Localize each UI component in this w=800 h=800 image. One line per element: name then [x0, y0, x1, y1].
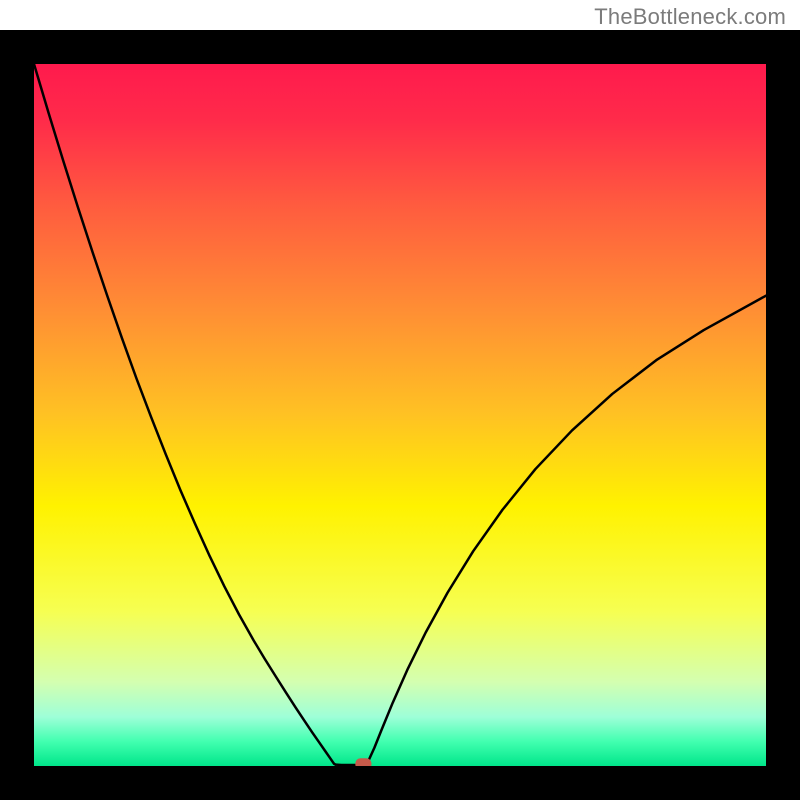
curve-minimum-marker: [355, 758, 371, 766]
watermark-text: TheBottleneck.com: [594, 4, 786, 30]
plot-area: [34, 64, 766, 766]
bottleneck-curve: [34, 64, 766, 766]
figure-root: TheBottleneck.com: [0, 0, 800, 800]
